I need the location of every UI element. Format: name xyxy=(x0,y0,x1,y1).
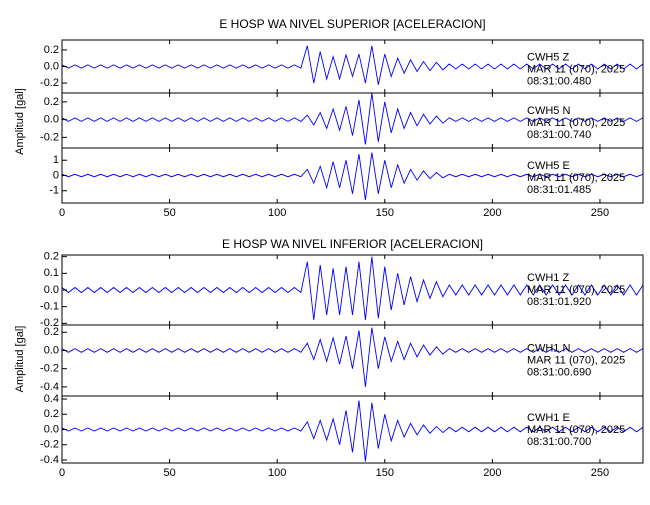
y-tick-label: 1 xyxy=(53,154,59,166)
y-tick-label: -0.2 xyxy=(40,363,59,375)
y-tick-label: 0 xyxy=(53,169,59,181)
station-time: 08:31:00.700 xyxy=(527,436,591,448)
station-time: 08:31:01.485 xyxy=(527,184,591,196)
station-name: CWH1 E xyxy=(527,412,570,424)
station-date: MAR 11 (070), 2025 xyxy=(527,284,625,296)
y-tick-label: 0.2 xyxy=(44,326,59,338)
waveform xyxy=(61,92,644,145)
y-tick-label: -0.2 xyxy=(40,77,59,89)
station-time: 08:31:00.690 xyxy=(527,366,591,378)
station-date: MAR 11 (070), 2025 xyxy=(527,117,625,129)
station-name: CWH1 Z xyxy=(527,272,569,284)
station-date: MAR 11 (070), 2025 xyxy=(527,354,625,366)
y-tick-label: -1 xyxy=(49,185,59,197)
y-tick-label: -0.2 xyxy=(40,317,59,329)
y-tick-label: -0.4 xyxy=(40,454,59,466)
y-tick-label: 0.0 xyxy=(44,423,59,435)
y-axis-label: Amplitud [gal] xyxy=(14,88,26,155)
x-tick-label: 200 xyxy=(483,207,501,219)
waveform xyxy=(61,400,644,462)
station-time: 08:31:01.920 xyxy=(527,296,591,308)
station-time: 08:31:00.740 xyxy=(527,129,591,141)
y-tick-label: 0.2 xyxy=(44,44,59,56)
y-tick-label: 0.2 xyxy=(44,408,59,420)
y-tick-label: 0.1 xyxy=(44,267,59,279)
y-tick-label: -0.4 xyxy=(40,381,59,393)
y-axis-label: Amplitud [gal] xyxy=(14,326,26,393)
x-tick-label: 50 xyxy=(163,467,175,479)
waveform xyxy=(61,327,644,387)
station-date: MAR 11 (070), 2025 xyxy=(527,424,625,436)
y-tick-label: 0.4 xyxy=(44,393,59,405)
y-tick-label: 0.0 xyxy=(44,60,59,72)
station-name: CWH5 E xyxy=(527,160,570,172)
x-tick-label: 250 xyxy=(591,467,609,479)
x-tick-label: 0 xyxy=(59,467,65,479)
station-date: MAR 11 (070), 2025 xyxy=(527,63,625,75)
y-tick-label: 0.0 xyxy=(44,284,59,296)
y-tick-label: 0.0 xyxy=(44,114,59,126)
y-tick-label: -0.2 xyxy=(40,439,59,451)
x-tick-label: 50 xyxy=(163,207,175,219)
x-tick-label: 0 xyxy=(59,207,65,219)
x-tick-label: 100 xyxy=(268,467,286,479)
x-tick-label: 100 xyxy=(268,207,286,219)
y-tick-label: 0.0 xyxy=(44,344,59,356)
x-tick-label: 150 xyxy=(376,207,394,219)
y-tick-label: 0.2 xyxy=(44,251,59,263)
station-time: 08:31:00.480 xyxy=(527,75,591,87)
chart-title: E HOSP WA NIVEL SUPERIOR [ACELERACION] xyxy=(219,17,485,31)
waveform xyxy=(61,45,644,85)
waveform xyxy=(61,152,644,201)
station-date: MAR 11 (070), 2025 xyxy=(527,172,625,184)
x-tick-label: 250 xyxy=(591,207,609,219)
y-tick-label: 0.2 xyxy=(44,96,59,108)
y-tick-label: -0.2 xyxy=(40,131,59,143)
chart-title: E HOSP WA NIVEL INFERIOR [ACELERACION] xyxy=(222,237,483,251)
x-tick-label: 200 xyxy=(483,467,501,479)
y-tick-label: -0.1 xyxy=(40,301,59,313)
waveform xyxy=(61,256,644,321)
station-name: CWH5 Z xyxy=(527,51,569,63)
station-name: CWH1 N xyxy=(527,342,570,354)
x-tick-label: 150 xyxy=(376,467,394,479)
station-name: CWH5 N xyxy=(527,105,570,117)
